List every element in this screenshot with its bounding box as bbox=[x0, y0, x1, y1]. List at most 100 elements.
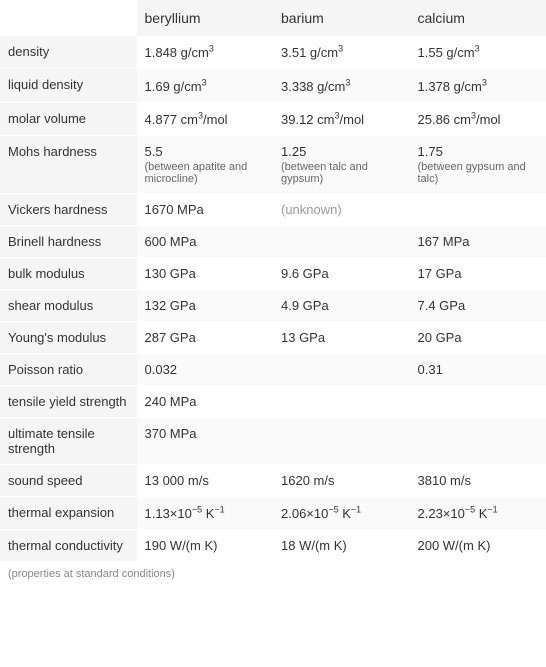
row-label: Poisson ratio bbox=[0, 353, 137, 385]
cell-value: 600 MPa bbox=[145, 234, 197, 249]
table-cell bbox=[410, 385, 546, 417]
cell-value: 0.032 bbox=[145, 362, 178, 377]
cell-value: 3.338 g/cm3 bbox=[281, 79, 350, 94]
row-label: density bbox=[0, 36, 137, 69]
table-cell: 1.13×10−5 K−1 bbox=[137, 496, 274, 529]
table-cell bbox=[410, 417, 546, 464]
cell-value: 3810 m/s bbox=[418, 473, 471, 488]
table-row: tensile yield strength 240 MPa bbox=[0, 385, 546, 417]
table-cell bbox=[410, 193, 546, 225]
row-label: Brinell hardness bbox=[0, 225, 137, 257]
table-cell: 39.12 cm3/mol bbox=[273, 102, 410, 135]
table-row: Poisson ratio 0.032 0.31 bbox=[0, 353, 546, 385]
row-label: tensile yield strength bbox=[0, 385, 137, 417]
table-cell: 1.69 g/cm3 bbox=[137, 69, 274, 102]
table-cell: 3810 m/s bbox=[410, 464, 546, 496]
table-cell: 2.23×10−5 K−1 bbox=[410, 496, 546, 529]
table-row: Brinell hardness 600 MPa 167 MPa bbox=[0, 225, 546, 257]
table-cell: 190 W/(m K) bbox=[137, 530, 274, 562]
superscript: −1 bbox=[214, 505, 224, 515]
table-cell: 370 MPa bbox=[137, 417, 274, 464]
row-label: molar volume bbox=[0, 102, 137, 135]
row-label: sound speed bbox=[0, 464, 137, 496]
cell-value: 13 GPa bbox=[281, 330, 325, 345]
cell-value: 370 MPa bbox=[145, 426, 197, 441]
table-row: ultimate tensile strength370 MPa bbox=[0, 417, 546, 464]
cell-value: 1.13×10−5 K−1 bbox=[145, 506, 225, 521]
table-cell: 5.5 (between apatite and microcline) bbox=[137, 135, 274, 193]
table-row: Young's modulus287 GPa 13 GPa 20 GPa bbox=[0, 321, 546, 353]
cell-value: 5.5 bbox=[145, 144, 163, 159]
cell-value: 1620 m/s bbox=[281, 473, 334, 488]
superscript: 3 bbox=[202, 77, 207, 87]
cell-value: 200 W/(m K) bbox=[418, 538, 491, 553]
table-cell bbox=[273, 225, 410, 257]
superscript: −5 bbox=[192, 505, 202, 515]
superscript: 3 bbox=[334, 111, 339, 121]
cell-note: (between gypsum and talc) bbox=[418, 161, 539, 185]
table-cell bbox=[273, 353, 410, 385]
table-cell: 13 GPa bbox=[273, 321, 410, 353]
superscript: −1 bbox=[351, 505, 361, 515]
row-label: Young's modulus bbox=[0, 321, 137, 353]
row-label: liquid density bbox=[0, 69, 137, 102]
table-cell: 0.032 bbox=[137, 353, 274, 385]
cell-value: 4.9 GPa bbox=[281, 298, 329, 313]
table-cell: 200 W/(m K) bbox=[410, 530, 546, 562]
cell-value: 1.75 bbox=[418, 144, 443, 159]
table-row: Vickers hardness1670 MPa(unknown) bbox=[0, 193, 546, 225]
cell-value: 25.86 cm3/mol bbox=[418, 112, 501, 127]
header-calcium: calcium bbox=[410, 0, 546, 36]
table-cell: 7.4 GPa bbox=[410, 289, 546, 321]
table-row: liquid density1.69 g/cm3 3.338 g/cm3 1.378… bbox=[0, 69, 546, 102]
table-cell: 2.06×10−5 K−1 bbox=[273, 496, 410, 529]
cell-value: 1.25 bbox=[281, 144, 306, 159]
table-cell: 1.378 g/cm3 bbox=[410, 69, 546, 102]
table-cell: 1670 MPa bbox=[137, 193, 274, 225]
table-cell: 13 000 m/s bbox=[137, 464, 274, 496]
table-cell: 132 GPa bbox=[137, 289, 274, 321]
table-cell: 4.9 GPa bbox=[273, 289, 410, 321]
row-label: bulk modulus bbox=[0, 257, 137, 289]
cell-value: 4.877 cm3/mol bbox=[145, 112, 228, 127]
superscript: −5 bbox=[465, 505, 475, 515]
header-beryllium: beryllium bbox=[137, 0, 274, 36]
cell-value: (unknown) bbox=[281, 202, 342, 217]
cell-value: 2.06×10−5 K−1 bbox=[281, 506, 361, 521]
table-cell: (unknown) bbox=[273, 193, 410, 225]
table-cell: 167 MPa bbox=[410, 225, 546, 257]
table-cell: 1.75 (between gypsum and talc) bbox=[410, 135, 546, 193]
row-label: thermal expansion bbox=[0, 496, 137, 529]
table-row: thermal expansion 1.13×10−5 K−1 2.06×10−5 … bbox=[0, 496, 546, 529]
table-cell: 1.55 g/cm3 bbox=[410, 36, 546, 69]
superscript: 3 bbox=[209, 44, 214, 54]
row-label: thermal conductivity bbox=[0, 530, 137, 562]
cell-value: 9.6 GPa bbox=[281, 266, 329, 281]
superscript: −5 bbox=[328, 505, 338, 515]
table-cell: 0.31 bbox=[410, 353, 546, 385]
table-cell: 3.51 g/cm3 bbox=[273, 36, 410, 69]
cell-value: 1.378 g/cm3 bbox=[418, 79, 487, 94]
cell-value: 0.31 bbox=[418, 362, 443, 377]
table-cell: 17 GPa bbox=[410, 257, 546, 289]
header-barium: barium bbox=[273, 0, 410, 36]
table-cell: 287 GPa bbox=[137, 321, 274, 353]
cell-value: 240 MPa bbox=[145, 394, 197, 409]
cell-value: 20 GPa bbox=[418, 330, 462, 345]
cell-value: 132 GPa bbox=[145, 298, 196, 313]
table-cell: 3.338 g/cm3 bbox=[273, 69, 410, 102]
cell-value: 13 000 m/s bbox=[145, 473, 209, 488]
row-label: shear modulus bbox=[0, 289, 137, 321]
cell-value: 1670 MPa bbox=[145, 202, 204, 217]
table-cell: 240 MPa bbox=[137, 385, 274, 417]
properties-table: beryllium barium calcium density1.848 g/… bbox=[0, 0, 546, 562]
superscript: 3 bbox=[338, 44, 343, 54]
table-body: density1.848 g/cm33.51 g/cm31.55 g/cm3li… bbox=[0, 36, 546, 562]
table-cell: 20 GPa bbox=[410, 321, 546, 353]
table-row: density1.848 g/cm33.51 g/cm31.55 g/cm3 bbox=[0, 36, 546, 69]
cell-note: (between apatite and microcline) bbox=[145, 161, 266, 185]
superscript: 3 bbox=[471, 111, 476, 121]
table-cell: 9.6 GPa bbox=[273, 257, 410, 289]
table-row: molar volume 4.877 cm3/mol 39.12 cm3/mol 25… bbox=[0, 102, 546, 135]
cell-value: 7.4 GPa bbox=[418, 298, 466, 313]
